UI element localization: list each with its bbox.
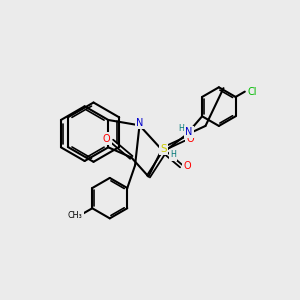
- Text: S: S: [160, 144, 166, 154]
- Text: N: N: [185, 127, 193, 137]
- Text: N: N: [136, 118, 144, 128]
- Text: CH₃: CH₃: [68, 211, 82, 220]
- Text: O: O: [184, 161, 191, 171]
- Text: O: O: [187, 134, 194, 144]
- Text: O: O: [103, 134, 110, 144]
- Text: H: H: [178, 124, 184, 133]
- Text: H: H: [170, 150, 176, 159]
- Text: Cl: Cl: [248, 87, 257, 97]
